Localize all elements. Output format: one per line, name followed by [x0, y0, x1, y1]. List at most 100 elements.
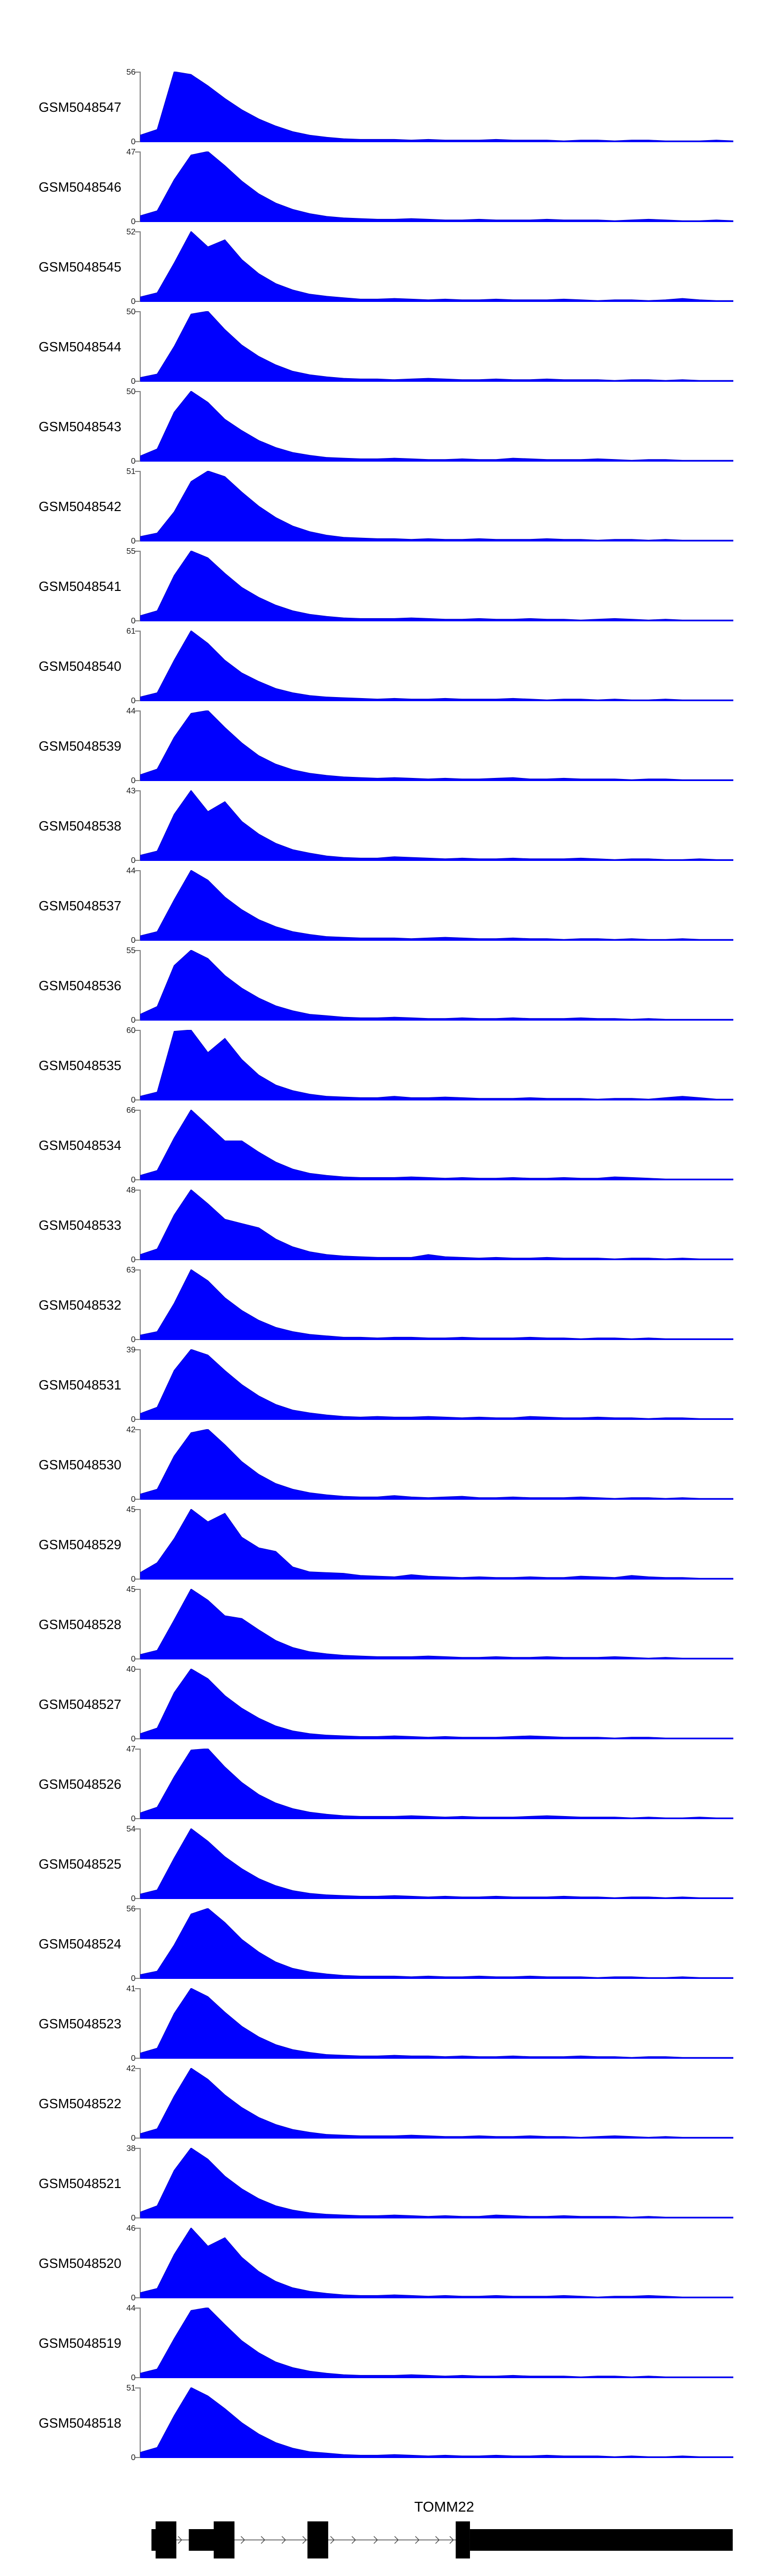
coverage-track-row: GSM5048526 47 0: [0, 1745, 773, 1823]
coverage-track-row: GSM5048536 55 0: [0, 946, 773, 1025]
yaxis-max-label: 54: [126, 1825, 136, 1834]
track-label: GSM5048540: [39, 658, 122, 674]
exon-box: [189, 2529, 214, 2551]
yaxis-line: [140, 391, 141, 462]
coverage-track-row: GSM5048543 50 0: [0, 387, 773, 466]
track-label: GSM5048531: [39, 1377, 122, 1393]
yaxis-top-tick: [135, 551, 140, 552]
yaxis-bottom-tick: [135, 780, 140, 781]
yaxis-max-label: 42: [126, 1426, 136, 1434]
coverage-track-row: GSM5048520 46 0: [0, 2224, 773, 2302]
yaxis-max-label: 60: [126, 1026, 136, 1035]
yaxis-zero-label: 0: [131, 2374, 136, 2382]
yaxis-zero-label: 0: [131, 1974, 136, 1983]
yaxis-zero-label: 0: [131, 537, 136, 546]
yaxis-bottom-tick: [135, 221, 140, 222]
coverage-area: [140, 2228, 733, 2298]
coverage-track-row: GSM5048545 52 0: [0, 228, 773, 306]
coverage-track-row: GSM5048542 51 0: [0, 467, 773, 546]
yaxis-bottom-tick: [135, 1259, 140, 1260]
yaxis-top-tick: [135, 471, 140, 472]
coverage-track-row: GSM5048532 63 0: [0, 1266, 773, 1344]
coverage-area: [140, 2387, 733, 2458]
strand-arrow-icon: [373, 2536, 378, 2544]
yaxis-line: [140, 631, 141, 701]
yaxis-line: [140, 790, 141, 861]
yaxis-line: [140, 2387, 141, 2458]
yaxis-line: [140, 1749, 141, 1819]
yaxis-line: [140, 151, 141, 222]
yaxis-bottom-tick: [135, 1179, 140, 1180]
exon-box: [151, 2529, 157, 2551]
coverage-area: [140, 790, 733, 861]
coverage-track-row: GSM5048535 60 0: [0, 1026, 773, 1105]
exon-box: [307, 2521, 328, 2558]
yaxis-max-label: 61: [126, 627, 136, 636]
coverage-track-row: GSM5048544 50 0: [0, 308, 773, 386]
strand-arrow-icon: [302, 2536, 307, 2544]
yaxis-zero-label: 0: [131, 217, 136, 226]
yaxis-max-label: 56: [126, 1905, 136, 1913]
yaxis-zero-label: 0: [131, 457, 136, 466]
yaxis-max-label: 47: [126, 148, 136, 157]
track-label: GSM5048536: [39, 977, 122, 993]
yaxis-bottom-tick: [135, 2297, 140, 2298]
coverage-area: [140, 1988, 733, 2059]
track-label: GSM5048524: [39, 1936, 122, 1952]
yaxis-top-tick: [135, 1190, 140, 1191]
yaxis-top-tick: [135, 1110, 140, 1111]
track-label: GSM5048529: [39, 1536, 122, 1552]
yaxis-bottom-tick: [135, 1738, 140, 1739]
yaxis-max-label: 52: [126, 228, 136, 236]
yaxis-zero-label: 0: [131, 1256, 136, 1264]
yaxis-zero-label: 0: [131, 1655, 136, 1664]
coverage-track-row: GSM5048539 44 0: [0, 707, 773, 785]
track-label: GSM5048538: [39, 818, 122, 834]
yaxis-line: [140, 2068, 141, 2139]
yaxis-max-label: 50: [126, 308, 136, 316]
yaxis-zero-label: 0: [131, 617, 136, 625]
yaxis-max-label: 56: [126, 68, 136, 77]
track-label: GSM5048543: [39, 418, 122, 434]
coverage-area: [140, 950, 733, 1021]
yaxis-max-label: 55: [126, 946, 136, 955]
yaxis-max-label: 51: [126, 467, 136, 476]
strand-arrow-icon: [351, 2536, 356, 2544]
yaxis-top-tick: [135, 2068, 140, 2069]
coverage-track-row: GSM5048540 61 0: [0, 627, 773, 705]
yaxis-bottom-tick: [135, 1978, 140, 1979]
yaxis-top-tick: [135, 631, 140, 632]
yaxis-zero-label: 0: [131, 2134, 136, 2143]
yaxis-line: [140, 72, 141, 142]
coverage-track-row: GSM5048518 51 0: [0, 2384, 773, 2462]
track-label: GSM5048523: [39, 2015, 122, 2031]
coverage-area: [140, 1669, 733, 1739]
strand-arrow-icon: [281, 2536, 286, 2544]
track-label: GSM5048539: [39, 738, 122, 754]
yaxis-top-tick: [135, 311, 140, 312]
yaxis-top-tick: [135, 72, 140, 73]
yaxis-line: [140, 1509, 141, 1580]
yaxis-line: [140, 2148, 141, 2218]
yaxis-top-tick: [135, 1828, 140, 1829]
track-label: GSM5048545: [39, 259, 122, 275]
coverage-track-row: GSM5048547 56 0: [0, 68, 773, 146]
yaxis-top-tick: [135, 1589, 140, 1590]
track-label: GSM5048542: [39, 498, 122, 514]
yaxis-bottom-tick: [135, 1339, 140, 1340]
yaxis-bottom-tick: [135, 1419, 140, 1420]
yaxis-max-label: 45: [126, 1505, 136, 1514]
yaxis-max-label: 39: [126, 1346, 136, 1354]
coverage-area: [140, 311, 733, 382]
yaxis-bottom-tick: [135, 2457, 140, 2458]
track-label: GSM5048520: [39, 2255, 122, 2271]
coverage-area: [140, 1110, 733, 1180]
yaxis-line: [140, 1030, 141, 1100]
track-label: GSM5048532: [39, 1297, 122, 1313]
yaxis-line: [140, 2308, 141, 2378]
track-label: GSM5048528: [39, 1616, 122, 1632]
yaxis-line: [140, 1269, 141, 1340]
strand-arrow-icon: [394, 2536, 399, 2544]
yaxis-bottom-tick: [135, 940, 140, 941]
